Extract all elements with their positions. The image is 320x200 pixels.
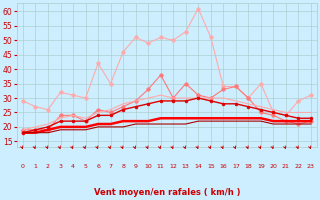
X-axis label: Vent moyen/en rafales ( km/h ): Vent moyen/en rafales ( km/h )	[94, 188, 240, 197]
